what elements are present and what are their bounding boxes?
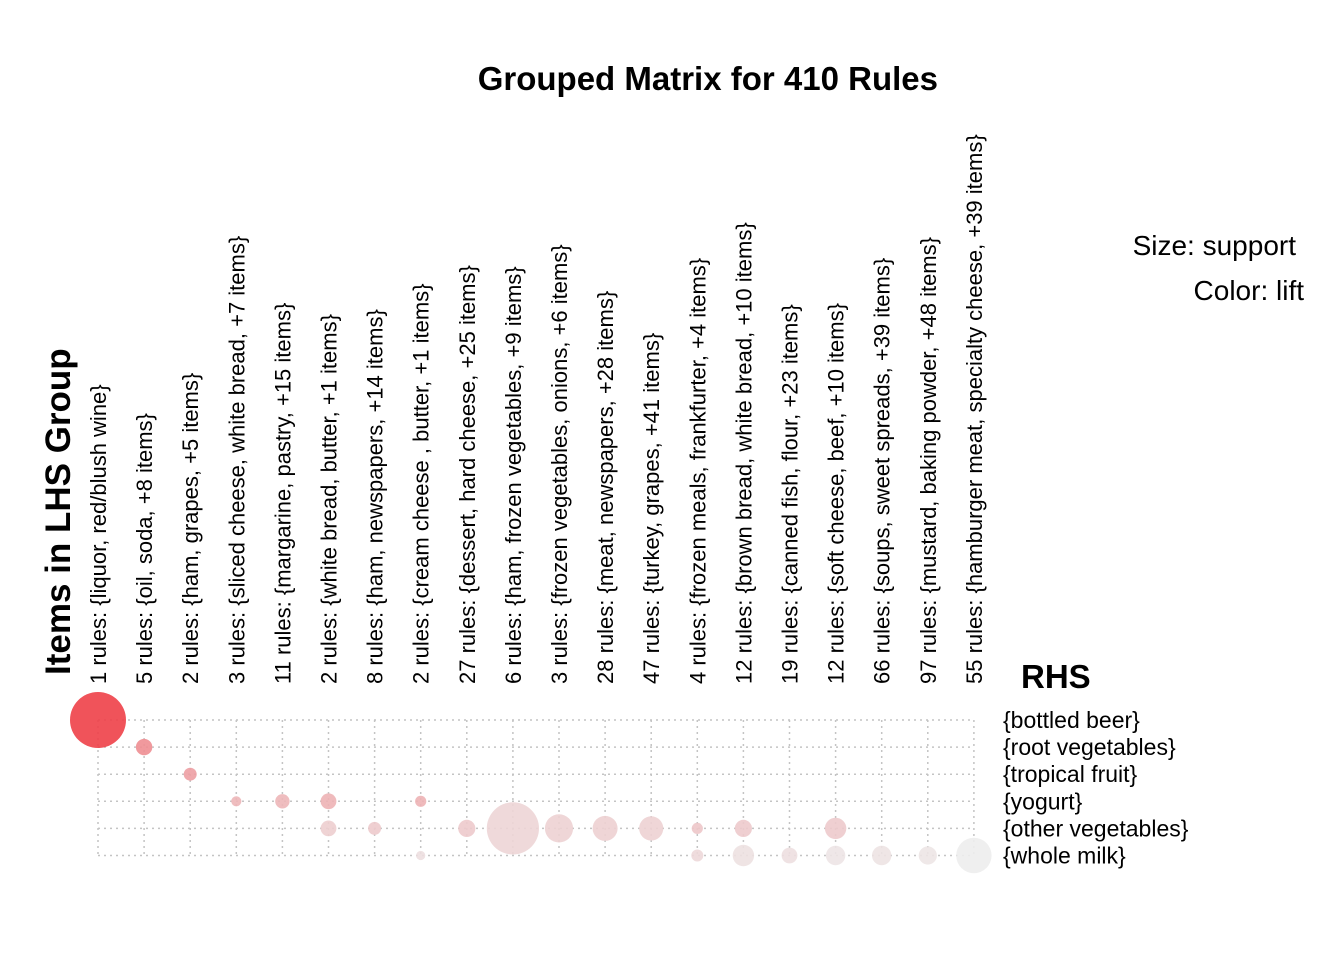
chart-title: Grouped Matrix for 410 Rules xyxy=(478,60,938,97)
rule-point xyxy=(368,821,382,835)
rule-point xyxy=(183,767,197,781)
lhs-axis-title: Items in LHS Group xyxy=(39,348,78,675)
rule-point xyxy=(639,816,664,841)
lhs-group-label: 8 rules: {ham, newspapers, +14 items} xyxy=(363,309,388,684)
lhs-group-label: 97 rules: {mustard, baking powder, +48 i… xyxy=(916,237,941,684)
rule-point xyxy=(824,817,847,840)
rhs-item-labels: {bottled beer}{root vegetables}{tropical… xyxy=(1003,707,1189,869)
rhs-item-label: {other vegetables} xyxy=(1003,815,1189,841)
lhs-group-label: 12 rules: {soft cheese, beef, +10 items} xyxy=(824,303,849,684)
rule-point xyxy=(275,794,290,809)
rhs-item-label: {root vegetables} xyxy=(1003,734,1176,760)
legend-size: Size: support xyxy=(1133,230,1297,261)
rule-point xyxy=(825,845,846,866)
lhs-group-label: 1 rules: {liquor, red/blush wine} xyxy=(86,384,111,684)
rule-point xyxy=(544,814,574,843)
lhs-group-label: 3 rules: {sliced cheese, white bread, +7… xyxy=(224,236,249,684)
lhs-group-label: 12 rules: {brown bread, white bread, +10… xyxy=(731,222,756,684)
grid xyxy=(97,719,975,857)
rule-point xyxy=(732,844,755,867)
lhs-group-label: 2 rules: {cream cheese , butter, +1 item… xyxy=(409,284,434,685)
legend-color: Color: lift xyxy=(1194,275,1305,306)
lhs-group-label: 66 rules: {soups, sweet spreads, +39 ite… xyxy=(870,258,895,684)
lhs-group-label: 11 rules: {margarine, pastry, +15 items} xyxy=(270,303,295,684)
rhs-item-label: {whole milk} xyxy=(1003,843,1126,869)
rule-point xyxy=(734,819,753,838)
rule-point xyxy=(415,795,427,807)
rule-point xyxy=(592,815,618,841)
rule-point xyxy=(781,847,798,864)
rule-point xyxy=(872,845,892,866)
lhs-group-label: 47 rules: {turkey, grapes, +41 items} xyxy=(639,333,664,684)
rhs-item-label: {yogurt} xyxy=(1003,788,1083,814)
rule-point xyxy=(416,850,426,861)
rule-point xyxy=(918,846,937,865)
rhs-axis-title: RHS xyxy=(1021,658,1091,695)
lhs-group-label: 55 rules: {hamburger meat, specialty che… xyxy=(962,134,987,684)
rule-point xyxy=(458,819,476,838)
lhs-group-label: 2 rules: {white bread, butter, +1 items} xyxy=(317,314,342,684)
lhs-group-label: 5 rules: {oil, soda, +8 items} xyxy=(132,413,157,684)
lhs-group-label: 27 rules: {dessert, hard cheese, +25 ite… xyxy=(455,265,480,684)
rule-point xyxy=(691,849,704,862)
rule-point xyxy=(320,820,337,837)
rule-point xyxy=(486,802,539,855)
lhs-group-label: 6 rules: {ham, frozen vegetables, +9 ite… xyxy=(501,266,526,684)
lhs-group-label: 28 rules: {meat, newspapers, +28 items} xyxy=(593,291,618,684)
rule-point xyxy=(135,738,153,756)
lhs-group-label: 19 rules: {canned fish, flour, +23 items… xyxy=(778,304,803,684)
rule-point xyxy=(956,837,992,874)
rule-point xyxy=(320,793,337,810)
rule-point xyxy=(691,822,703,835)
rule-point xyxy=(70,692,126,748)
lhs-group-label: 3 rules: {frozen vegetables, onions, +6 … xyxy=(547,244,572,684)
rule-points xyxy=(70,692,992,874)
lhs-group-label: 2 rules: {ham, grapes, +5 items} xyxy=(178,373,203,684)
rule-point xyxy=(231,796,242,807)
lhs-group-label: 4 rules: {frozen meals, frankfurter, +4 … xyxy=(685,258,710,684)
rhs-item-label: {bottled beer} xyxy=(1003,707,1140,733)
lhs-group-labels: 1 rules: {liquor, red/blush wine} 5 rules… xyxy=(86,134,987,684)
rhs-item-label: {tropical fruit} xyxy=(1003,761,1138,787)
